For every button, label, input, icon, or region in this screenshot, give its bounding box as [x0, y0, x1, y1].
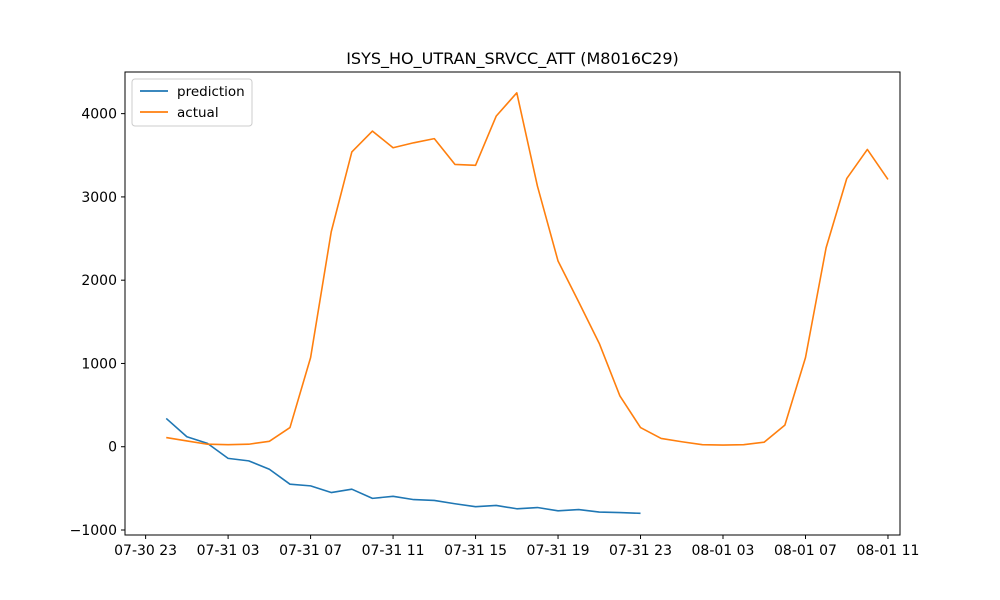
x-tick-label: 07-31 23: [609, 543, 672, 559]
x-tick-label: 07-31 19: [527, 543, 590, 559]
y-tick-label: 3000: [81, 190, 117, 206]
legend-label-prediction: prediction: [177, 84, 245, 100]
series-line-prediction: [165, 417, 641, 515]
x-tick-label: 08-01 07: [774, 543, 837, 559]
legend: prediction actual: [131, 78, 253, 127]
chart-title: ISYS_HO_UTRAN_SRVCC_ATT (M8016C29): [346, 49, 679, 69]
x-tick-label: 07-31 15: [444, 543, 507, 559]
y-tick-label: 2000: [81, 273, 117, 289]
x-tick-label: 07-30 23: [114, 543, 177, 559]
x-tick-label: 07-31 11: [362, 543, 425, 559]
y-tick-label: 0: [108, 440, 117, 456]
series-line-actual: [166, 92, 889, 446]
axes-layer: 07-30 23 07-31 03 07-31 07 07-31 11 07-31 15…: [70, 71, 919, 559]
y-tick-label: 4000: [81, 107, 117, 123]
x-tick-label: 07-31 07: [279, 543, 342, 559]
legend-label-actual: actual: [177, 105, 219, 121]
x-tick-label: 08-01 11: [856, 543, 919, 559]
y-tick-label: −1000: [70, 523, 117, 539]
x-tick-label: 07-31 03: [197, 543, 260, 559]
series-layer: [165, 92, 889, 515]
x-tick-label: 08-01 03: [692, 543, 755, 559]
plot-frame: [124, 71, 901, 536]
y-tick-label: 1000: [81, 356, 117, 372]
